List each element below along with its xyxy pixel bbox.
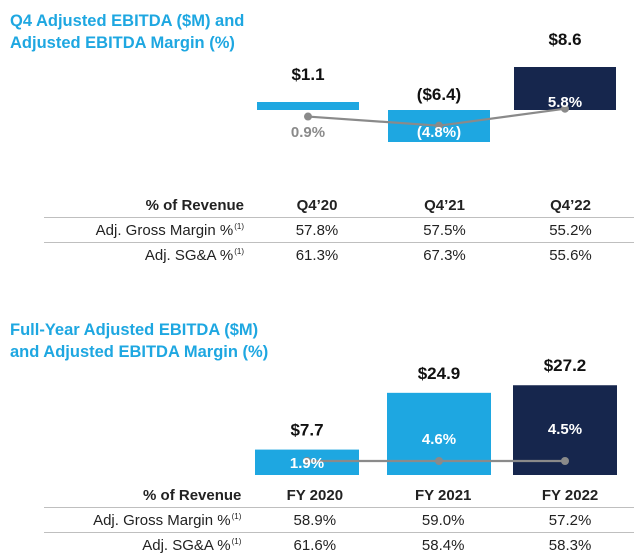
table-cell: 55.2% [549, 221, 592, 239]
ebitda-value-label: $24.9 [418, 364, 461, 383]
table-cell: 55.6% [549, 246, 592, 264]
fy-title-line-2: and Adjusted EBITDA Margin (%) [10, 343, 269, 361]
q4-section: Q4 Adjusted EBITDA ($M) and Adjusted EBI… [10, 10, 634, 267]
table-row: Adj. SG&A %(1) 61.3% 67.3% 55.6% [44, 243, 634, 268]
ebitda-value-label: $1.1 [291, 65, 324, 84]
ebitda-bar-0 [257, 102, 359, 110]
table-cell: 61.3% [295, 246, 339, 264]
footnote-marker: (1) [234, 221, 244, 231]
q4-title-line-2: Adjusted EBITDA Margin (%) [10, 34, 235, 52]
table-cell: 57.5% [423, 221, 466, 239]
fy-revenue-table: % of Revenue FY 2020 FY 2021 FY 2022 Adj… [44, 483, 634, 557]
table-cell: 57.2% [548, 511, 592, 529]
header-col-3: FY 2022 [541, 486, 599, 504]
margin-value-label: 5.8% [548, 94, 582, 111]
ebitda-value-label: ($6.4) [417, 85, 461, 104]
table-cell: 57.8% [295, 221, 339, 239]
gross-margin-label: Adj. Gross Margin % [93, 511, 231, 529]
row-label: Adj. SG&A %(1) [44, 243, 252, 268]
fy-section: Full-Year Adjusted EBITDA ($M) and Adjus… [0, 312, 640, 560]
header-col-1: FY 2020 [286, 486, 344, 504]
margin-point-1 [435, 457, 443, 465]
ebitda-value-label: $8.6 [548, 30, 581, 49]
margin-value-label: 4.5% [548, 421, 582, 438]
fy-chart-title: Full-Year Adjusted EBITDA ($M) and Adjus… [10, 319, 268, 363]
row-label: Adj. Gross Margin %(1) [44, 508, 249, 533]
q4-ebitda-chart: $1.1 ($6.4) $8.6 0.9% (4.8%) 5.8% [257, 30, 616, 142]
table-row: Adj. Gross Margin %(1) 57.8% 57.5% 55.2% [44, 218, 634, 243]
margin-point-1 [435, 121, 443, 130]
table-cell: 58.4% [421, 536, 465, 554]
q4-title-line-1: Q4 Adjusted EBITDA ($M) and [10, 12, 245, 30]
margin-value-label: (4.8%) [417, 124, 461, 141]
gross-margin-label: Adj. Gross Margin % [95, 221, 234, 239]
margin-value-label: 4.6% [422, 431, 456, 448]
table-header-row: % of Revenue FY 2020 FY 2021 FY 2022 [44, 483, 634, 508]
sga-label: Adj. SG&A % [142, 536, 231, 554]
margin-point-2 [561, 457, 569, 465]
table-row: Adj. Gross Margin %(1) 58.9% 59.0% 57.2% [44, 508, 634, 533]
footnote-marker: (1) [231, 511, 242, 521]
row-label: Adj. Gross Margin %(1) [44, 218, 252, 243]
header-label: % of Revenue [143, 486, 242, 504]
header-col-3: Q4’22 [550, 196, 591, 214]
footnote-marker: (1) [231, 536, 242, 546]
margin-point-0 [304, 112, 312, 121]
header-label: % of Revenue [145, 196, 244, 214]
header-col-2: Q4’21 [424, 196, 465, 214]
footnote-marker: (1) [234, 246, 244, 256]
fy-ebitda-chart: $7.7 $24.9 $27.2 1.9% 4.6% 4.5% [255, 356, 617, 475]
ebitda-bar-2 [514, 67, 616, 110]
table-cell: 58.9% [293, 511, 337, 529]
margin-value-label: 1.9% [290, 455, 324, 472]
table-cell: 59.0% [421, 511, 465, 529]
header-col-1: Q4’20 [296, 196, 338, 214]
fy-title-line-1: Full-Year Adjusted EBITDA ($M) [10, 321, 259, 339]
table-header-row: % of Revenue Q4’20 Q4’21 Q4’22 [44, 193, 634, 218]
q4-chart-title: Q4 Adjusted EBITDA ($M) and Adjusted EBI… [10, 10, 244, 54]
margin-point-0 [303, 457, 311, 465]
row-label: Adj. SG&A %(1) [44, 533, 249, 558]
header-col-2: FY 2021 [414, 486, 472, 504]
margin-point-2 [561, 104, 569, 113]
ebitda-value-label: $27.2 [544, 356, 587, 375]
sga-label: Adj. SG&A % [144, 246, 234, 264]
table-cell: 67.3% [423, 246, 466, 264]
table-row: Adj. SG&A %(1) 61.6% 58.4% 58.3% [44, 533, 634, 558]
q4-revenue-table: % of Revenue Q4’20 Q4’21 Q4’22 Adj. Gros… [44, 193, 634, 267]
table-cell: 61.6% [293, 536, 337, 554]
margin-value-label: 0.9% [291, 124, 325, 141]
table-cell: 58.3% [548, 536, 592, 554]
ebitda-value-label: $7.7 [290, 421, 323, 440]
